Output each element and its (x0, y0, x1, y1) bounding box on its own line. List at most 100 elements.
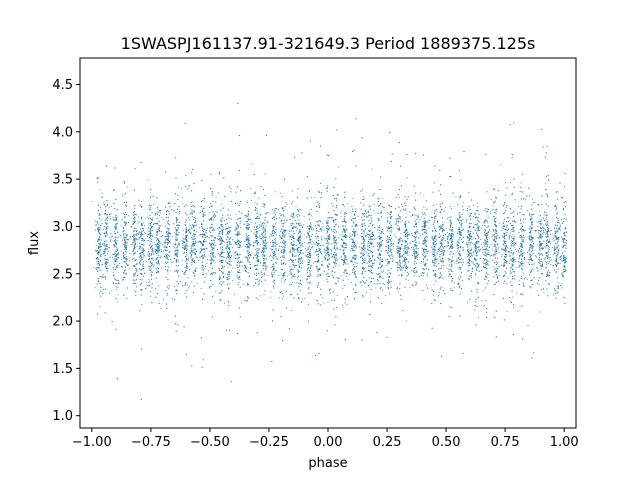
data-point (167, 239, 169, 241)
data-point (540, 258, 542, 260)
data-point (462, 228, 464, 230)
data-point (318, 191, 320, 193)
data-point (258, 197, 260, 199)
data-point (459, 229, 461, 231)
data-point (237, 278, 239, 280)
data-point (444, 234, 446, 236)
data-point (253, 226, 255, 228)
data-point (273, 268, 275, 270)
data-point (549, 233, 552, 235)
data-point (294, 227, 296, 229)
data-point (209, 244, 212, 246)
data-point (253, 244, 255, 247)
data-point (504, 254, 507, 256)
data-point (274, 245, 276, 247)
data-point (457, 203, 459, 205)
data-point (442, 254, 444, 256)
data-point (104, 210, 107, 212)
data-point (531, 204, 533, 206)
data-point (530, 216, 532, 218)
data-point (471, 261, 473, 263)
data-point (372, 195, 374, 197)
data-point (237, 270, 239, 272)
data-point (353, 263, 355, 265)
data-point (412, 284, 414, 286)
data-point (346, 272, 349, 274)
data-point (370, 242, 372, 244)
data-point (344, 269, 346, 271)
data-point (458, 218, 460, 220)
data-point (327, 217, 329, 219)
data-point (317, 221, 319, 223)
data-point (331, 217, 333, 219)
data-point (276, 257, 278, 259)
data-point (514, 258, 516, 260)
data-point (403, 258, 405, 260)
data-point (245, 269, 247, 271)
data-point (344, 258, 346, 260)
data-point (227, 271, 229, 273)
data-point (226, 262, 228, 264)
data-point (319, 145, 322, 147)
data-point (378, 276, 380, 278)
data-point (186, 266, 188, 268)
data-point (485, 235, 487, 237)
data-point (162, 244, 164, 246)
data-point (138, 248, 141, 250)
data-point (133, 227, 135, 229)
data-point (280, 215, 282, 217)
data-point (290, 224, 292, 227)
data-point (256, 240, 258, 242)
data-point (494, 240, 496, 242)
data-point (175, 231, 177, 233)
data-point (522, 282, 524, 284)
data-point (299, 241, 301, 243)
data-point (148, 285, 150, 287)
data-point (106, 203, 109, 206)
data-point (407, 231, 409, 233)
data-point (520, 277, 522, 280)
data-point (104, 225, 106, 228)
data-point (141, 243, 143, 245)
data-point (135, 279, 137, 281)
data-point (271, 320, 274, 322)
data-point (433, 239, 435, 241)
data-point (174, 270, 176, 272)
data-point (407, 247, 409, 249)
data-point (491, 235, 493, 237)
data-point (360, 202, 362, 204)
data-point (392, 255, 394, 257)
data-point (353, 213, 355, 215)
data-point (249, 244, 251, 246)
data-point (434, 227, 436, 229)
data-point (124, 261, 126, 263)
data-point (113, 269, 115, 271)
data-point (234, 229, 236, 231)
data-point (511, 290, 513, 292)
data-point (190, 253, 193, 256)
data-point (143, 248, 145, 250)
data-point (504, 203, 506, 205)
data-point (356, 262, 358, 264)
data-point (457, 283, 459, 285)
data-point (457, 262, 459, 264)
data-point (547, 229, 549, 231)
data-point (210, 231, 212, 233)
data-point (97, 277, 99, 280)
data-point (265, 134, 267, 136)
data-point (400, 255, 402, 258)
data-point (332, 237, 334, 239)
data-point (258, 248, 260, 250)
data-point (346, 213, 348, 215)
data-point (125, 212, 127, 214)
data-point (424, 251, 426, 253)
data-point (390, 224, 392, 226)
data-point (176, 293, 178, 295)
data-point (530, 246, 532, 248)
data-point (157, 262, 159, 264)
data-point (532, 237, 534, 239)
data-point (236, 241, 238, 243)
data-point (475, 247, 477, 249)
data-point (483, 254, 485, 256)
data-point (370, 235, 372, 238)
